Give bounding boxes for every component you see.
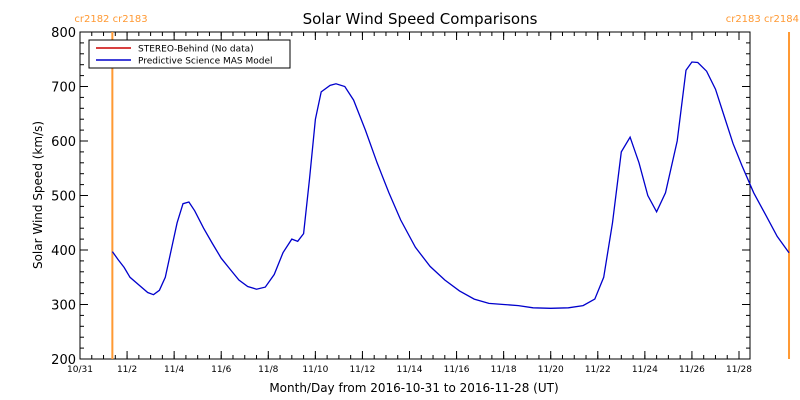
y-tick-label: 600 [51,135,76,150]
series-line-1 [111,61,790,309]
x-tick-label: 11/16 [444,365,470,375]
y-tick-label: 200 [51,353,76,368]
y-tick-label: 400 [51,244,76,259]
x-tick-label: 11/28 [726,365,752,375]
x-tick-label: 11/26 [679,365,705,375]
x-tick-label: 11/10 [302,365,328,375]
x-axis: 10/31 11/2 11/4 11/6 11/8 11/10 11/12 11/14 11/1… [67,32,752,375]
x-tick-label: 11/24 [632,365,658,375]
plot-frame [79,31,751,360]
x-tick-label: 11/4 [164,365,184,375]
marker-label: cr2182 cr2183 [74,14,147,25]
x-tick-label: 11/20 [538,365,564,375]
x-tick-label: 11/12 [349,365,375,375]
chart-title: Solar Wind Speed Comparisons [303,10,538,28]
series-layer [111,61,790,309]
x-tick-label: 10/31 [67,365,93,375]
x-tick-label: 11/6 [211,365,231,375]
y-axis-label: Solar Wind Speed (km/s) [31,121,45,269]
x-tick-label: 11/2 [117,365,137,375]
x-tick-label: 11/14 [397,365,423,375]
y-axis: 200 300 400 500 600 700 800 [51,26,750,368]
x-tick-label: 11/8 [258,365,278,375]
x-axis-label: Month/Day from 2016-10-31 to 2016-11-28 … [269,381,558,395]
carrington-markers: cr2182 cr2183 cr2183 cr2184 [74,14,799,359]
legend-label: STEREO-Behind (No data) [138,45,254,55]
legend-box [88,39,291,69]
x-tick-label: 11/18 [491,365,517,375]
legend: STEREO-Behind (No data) Predictive Scienc… [88,39,291,69]
y-tick-label: 700 [51,81,76,96]
y-tick-label: 500 [51,190,76,205]
legend-label: Predictive Science MAS Model [138,57,273,67]
y-tick-label: 800 [51,26,76,41]
y-tick-label: 300 [51,299,76,314]
x-tick-label: 11/22 [585,365,611,375]
marker-label: cr2183 cr2184 [726,14,799,25]
